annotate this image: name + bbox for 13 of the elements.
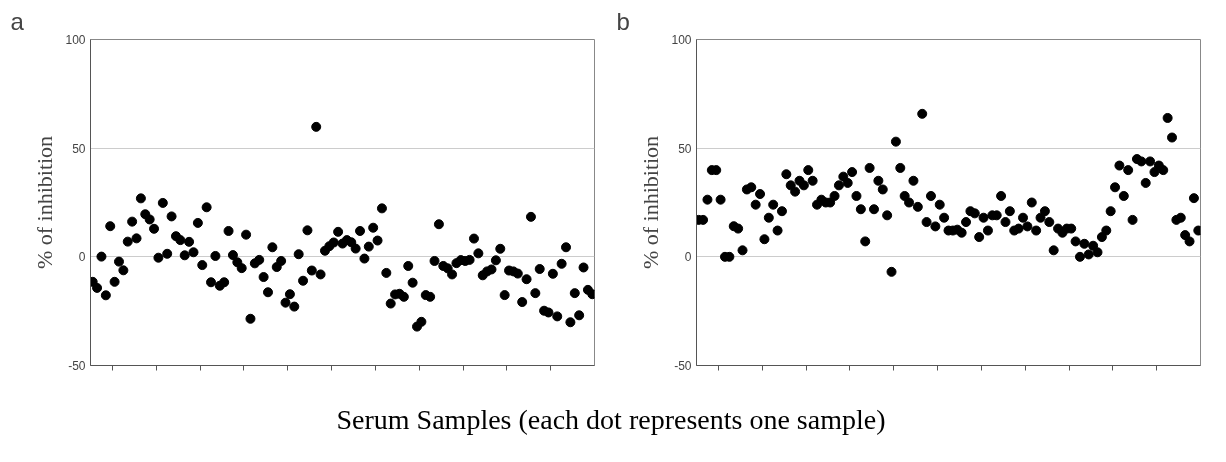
y-tick-label: 50 [678, 141, 692, 156]
y-tick-label: 100 [65, 33, 86, 47]
y-tick-label: -50 [674, 359, 692, 373]
y-tick-label: 100 [671, 33, 692, 47]
y-axis-title: % of inhibition [638, 135, 664, 270]
x-axis-title: Serum Samples (each dot represents one sample) [336, 403, 886, 437]
chart-title: a [10, 7, 25, 35]
y-tick-label: 50 [72, 141, 86, 156]
y-tick-label: 0 [684, 250, 692, 265]
y-tick-label: -50 [68, 359, 86, 373]
y-tick-label: 0 [78, 250, 86, 265]
chart-title: b [616, 7, 630, 35]
y-axis-title: % of inhibition [32, 135, 58, 270]
